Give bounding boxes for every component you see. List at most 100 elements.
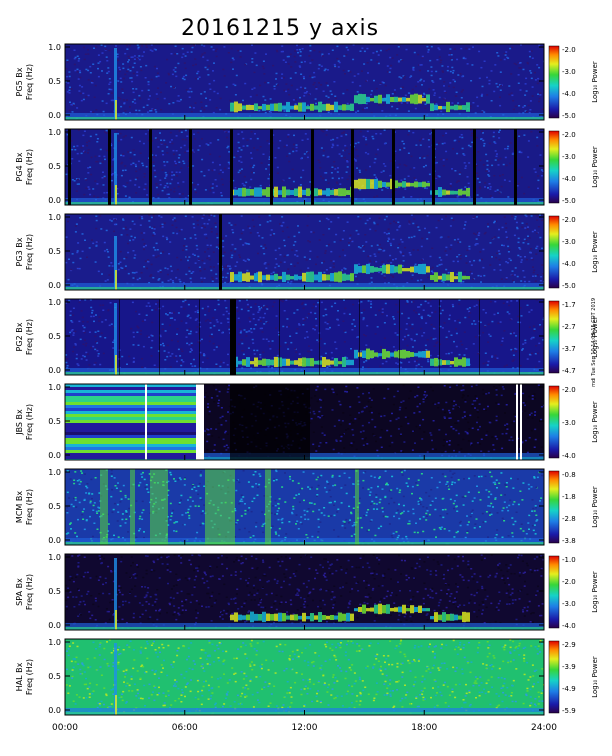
colorbar-label: Log₁₀ Power <box>591 61 599 103</box>
data-gap <box>473 129 476 205</box>
colorbar-tick-label: -2.0 <box>562 578 576 586</box>
spectrogram-panel-pg5-bx: 0.0 0.5 1.0 PG5 Bx Freq (Hz) -2.0 -3.0 -4.0 -5.0… <box>15 43 599 121</box>
spectrogram-image <box>65 299 544 375</box>
x-tick-label: 00:00 <box>52 723 78 733</box>
colorbar <box>548 385 560 459</box>
colorbar-tick-label: -3.0 <box>562 238 576 246</box>
data-gap <box>108 129 111 205</box>
panel-station-label: MCM Bx <box>15 491 24 523</box>
colorbar-tick-label: -3.7 <box>562 345 576 353</box>
data-gap <box>230 129 233 205</box>
colorbar-label: Log₁₀ Power <box>591 571 599 613</box>
colorbar-label: Log₁₀ Power <box>591 401 599 443</box>
y-tick-label: 0.5 <box>48 502 61 511</box>
y-tick-label: 0.5 <box>48 247 61 256</box>
y-tick-label: 0.0 <box>48 111 61 120</box>
y-tick-label: 0.5 <box>48 162 61 171</box>
data-gap <box>270 129 273 205</box>
panel-freq-label: Freq (Hz) <box>25 489 34 525</box>
colorbar-tick-label: -4.0 <box>562 175 576 183</box>
y-tick-label: 0.0 <box>48 621 61 630</box>
x-tick-label: 24:00 <box>531 723 557 733</box>
colorbar-tick-label: -4.0 <box>562 260 576 268</box>
panel-freq-label: Freq (Hz) <box>25 64 34 100</box>
colorbar-label: Log₁₀ Power <box>591 486 599 528</box>
colorbar-tick-label: -3.0 <box>562 153 576 161</box>
colorbar-tick-label: -2.7 <box>562 323 576 331</box>
data-gap <box>514 129 517 205</box>
data-gap <box>351 129 354 205</box>
spectrogram-image <box>65 639 544 715</box>
x-tick-label: 18:00 <box>411 723 437 733</box>
y-tick-label: 1.0 <box>48 213 61 222</box>
panel-freq-label: Freq (Hz) <box>25 574 34 610</box>
colorbar <box>548 45 560 119</box>
colorbar-tick-label: -2.9 <box>562 641 576 649</box>
colorbar-tick-label: -2.8 <box>562 515 576 523</box>
colorbar <box>548 300 560 374</box>
colorbar-label: Log₁₀ Power <box>591 231 599 273</box>
panel-station-label: PG3 Bx <box>15 237 24 266</box>
panel-station-label: JBS Bx <box>15 409 24 436</box>
colorbar-tick-label: -5.0 <box>562 197 576 205</box>
spectrogram-panel-mcm-bx: 0.0 0.5 1.0 MCM Bx Freq (Hz) -0.8 -1.8 -2.8 -3.8… <box>15 468 599 546</box>
colorbar-tick-label: -1.8 <box>562 493 576 501</box>
colorbar-tick-label: -4.0 <box>562 452 576 460</box>
colorbar-tick-label: -3.0 <box>562 68 576 76</box>
y-tick-label: 1.0 <box>48 553 61 562</box>
y-tick-label: 0.5 <box>48 77 61 86</box>
data-gap <box>189 129 192 205</box>
spectrogram-panel-pg4-bx: 0.0 0.5 1.0 PG4 Bx Freq (Hz) -2.0 -3.0 -4.0 -5.0… <box>15 128 599 206</box>
spectrogram-panel-jbs-bx: 0.0 0.5 1.0 JBS Bx Freq (Hz) -2.0 -3.0 -4.0 Log₁… <box>15 383 599 461</box>
data-gap <box>432 129 435 205</box>
y-tick-label: 0.5 <box>48 672 61 681</box>
y-tick-label: 1.0 <box>48 383 61 392</box>
panel-station-label: SPA Bx <box>15 578 24 606</box>
colorbar-tick-label: -3.8 <box>562 537 576 545</box>
panel-freq-label: Freq (Hz) <box>25 404 34 440</box>
data-gap <box>68 129 71 205</box>
y-tick-label: 0.0 <box>48 451 61 460</box>
spectrogram-panel-pg2-bx: 0.0 0.5 1.0 PG2 Bx Freq (Hz) -1.7 -2.7 -3.7 -4.7… <box>15 298 599 376</box>
timestamp-stamp: mdi Tue Sep 10 14:09:15 CDT 2019 <box>591 298 597 387</box>
data-gap <box>219 214 222 290</box>
y-tick-label: 0.5 <box>48 332 61 341</box>
panel-station-label: PG5 Bx <box>15 67 24 96</box>
colorbar-tick-label: -2.0 <box>562 46 576 54</box>
colorbar <box>548 215 560 289</box>
colorbar-tick-label: -5.0 <box>562 112 576 120</box>
y-tick-label: 1.0 <box>48 298 61 307</box>
y-tick-label: 0.0 <box>48 706 61 715</box>
panel-freq-label: Freq (Hz) <box>25 659 34 695</box>
spectrogram-panel-spa-bx: 0.0 0.5 1.0 SPA Bx Freq (Hz) -1.0 -2.0 -3.0 -4.0… <box>15 553 599 631</box>
colorbar-tick-label: -4.9 <box>562 685 576 693</box>
data-gap <box>230 299 236 375</box>
colorbar-label: Log₁₀ Power <box>591 316 599 358</box>
spectrogram-panel-pg3-bx: 0.0 0.5 1.0 PG3 Bx Freq (Hz) -2.0 -3.0 -4.0 -5.0… <box>15 213 599 291</box>
spectrogram-image <box>65 129 544 205</box>
panel-freq-label: Freq (Hz) <box>25 234 34 270</box>
colorbar-tick-label: -5.0 <box>562 282 576 290</box>
colorbar-tick-label: -0.8 <box>562 471 576 479</box>
spectrogram-image <box>65 384 544 460</box>
y-tick-label: 1.0 <box>48 468 61 477</box>
data-gap <box>311 129 314 205</box>
y-tick-label: 0.0 <box>48 196 61 205</box>
panel-freq-label: Freq (Hz) <box>25 319 34 355</box>
colorbar-label: Log₁₀ Power <box>591 146 599 188</box>
panel-freq-label: Freq (Hz) <box>25 149 34 185</box>
colorbar <box>548 640 560 714</box>
colorbar-tick-label: -3.0 <box>562 419 576 427</box>
y-tick-label: 0.0 <box>48 366 61 375</box>
colorbar-tick-label: -2.0 <box>562 131 576 139</box>
x-tick-label: 06:00 <box>172 723 198 733</box>
colorbar <box>548 130 560 204</box>
y-tick-label: 0.0 <box>48 281 61 290</box>
data-gap <box>149 129 152 205</box>
colorbar-tick-label: -2.0 <box>562 386 576 394</box>
spectrogram-image <box>65 469 544 545</box>
colorbar-tick-label: -5.9 <box>562 707 576 715</box>
figure-title: 20161215 y axis <box>180 16 380 41</box>
data-gap <box>392 129 395 205</box>
